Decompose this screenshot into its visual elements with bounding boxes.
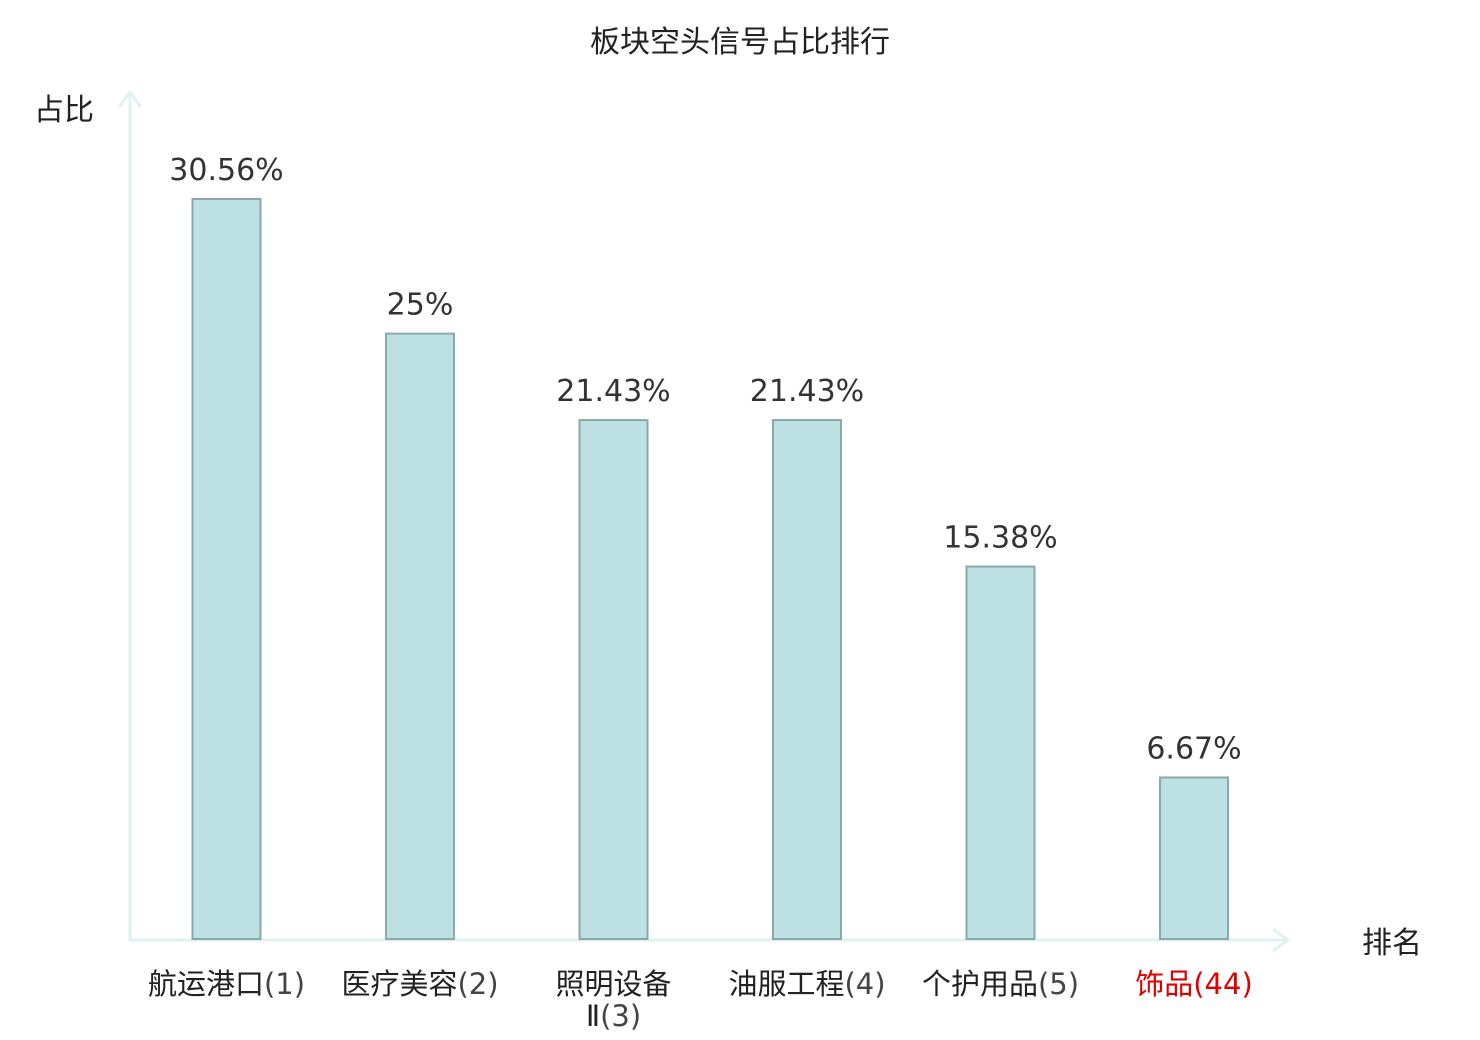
bar-6 (1159, 776, 1229, 940)
bar-5 (965, 565, 1036, 941)
bar-2 (385, 332, 455, 941)
category-rank: (4) (844, 967, 885, 1001)
category-label-1: 航运港口(1) (148, 967, 305, 1001)
category-name: 个护用品 (922, 967, 1038, 1001)
bar-value-label-4: 21.43% (750, 374, 864, 409)
bar-value-label-5: 15.38% (943, 521, 1057, 556)
category-rank: (44) (1193, 967, 1253, 1001)
category-rank: (3) (600, 999, 641, 1033)
bar-value-label-3: 21.43% (556, 374, 670, 409)
bar-1 (191, 198, 262, 940)
bar-value-label-1: 30.56% (169, 153, 283, 188)
x-axis-label: 排名 (1362, 926, 1422, 961)
category-label-6: 饰品(44) (1135, 967, 1253, 1001)
bar-value-label-2: 25% (387, 288, 454, 323)
category-label-3: 照明设备 Ⅱ(3) (555, 967, 671, 1033)
category-name: 医疗美容 (341, 967, 457, 1001)
bars (191, 198, 1229, 941)
category-rank: (1) (264, 967, 305, 1001)
x-axis-arrow (1272, 928, 1290, 952)
category-rank: (2) (457, 967, 498, 1001)
category-label-5: 个护用品(5) (922, 967, 1079, 1001)
category-name: 油服工程 (728, 967, 844, 1001)
category-name: 照明设备 (555, 967, 671, 1001)
category-name: 饰品 (1135, 967, 1193, 1001)
category-name: 航运港口 (148, 967, 264, 1001)
category-label-4: 油服工程(4) (728, 967, 885, 1001)
category-label-2: 医疗美容(2) (341, 967, 498, 1001)
category-rank: (5) (1038, 967, 1079, 1001)
bar-3 (578, 419, 649, 940)
bar-value-label-6: 6.67% (1146, 731, 1241, 766)
category-name-line2: Ⅱ (586, 999, 600, 1033)
value-labels: 30.56% 25% 21.43% 21.43% 15.38% 6.67% (169, 153, 1241, 766)
axes (118, 90, 1290, 952)
y-axis-label: 占比 (34, 93, 94, 128)
category-labels: 航运港口(1) 医疗美容(2) 照明设备 Ⅱ(3)油服工程(4) 个护用品(5) 饰品(4… (148, 967, 1253, 1033)
chart-title: 板块空头信号占比排行 (590, 25, 890, 60)
y-axis-arrow (118, 90, 142, 108)
bar-4 (772, 419, 842, 940)
